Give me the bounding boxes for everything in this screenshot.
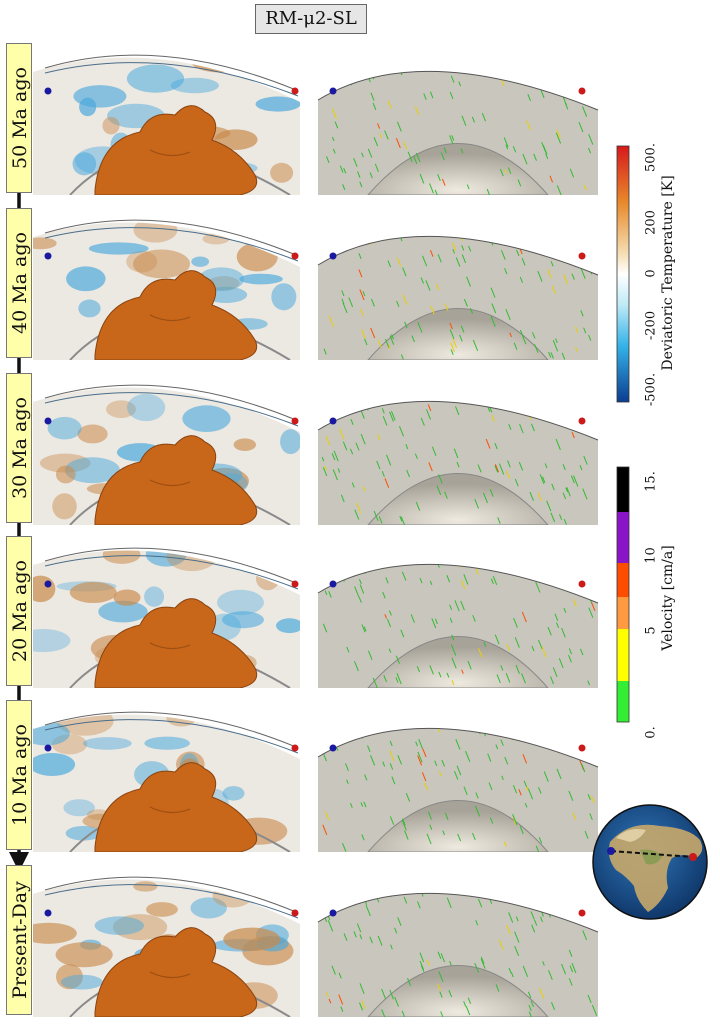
figure-title: RM-μ2-SL bbox=[255, 4, 367, 34]
velocity-panel bbox=[317, 400, 599, 525]
left-endpoint-marker bbox=[329, 744, 337, 752]
right-endpoint-marker bbox=[291, 909, 299, 917]
right-endpoint-marker bbox=[291, 252, 299, 260]
left-endpoint-marker bbox=[44, 417, 52, 425]
velocity-tick: 5 bbox=[643, 626, 659, 635]
velocity-panel bbox=[317, 563, 599, 688]
right-endpoint-marker bbox=[578, 744, 586, 752]
velocity-tick: 15. bbox=[643, 471, 659, 492]
velocity-tick: 0. bbox=[643, 726, 659, 739]
temperature-tick: -200 bbox=[643, 310, 659, 341]
time-label: 40 Ma ago bbox=[6, 208, 32, 358]
velocity-colorbar bbox=[616, 466, 630, 723]
right-endpoint-marker bbox=[578, 87, 586, 95]
time-label: 50 Ma ago bbox=[6, 43, 32, 193]
temperature-tick: 0 bbox=[643, 269, 659, 278]
left-endpoint-marker bbox=[329, 580, 337, 588]
time-label: 10 Ma ago bbox=[6, 700, 32, 850]
right-endpoint-marker bbox=[291, 580, 299, 588]
left-endpoint-marker bbox=[44, 580, 52, 588]
right-endpoint-marker bbox=[291, 417, 299, 425]
right-endpoint-marker bbox=[578, 252, 586, 260]
velocity-tick: 10 bbox=[643, 547, 659, 564]
left-endpoint-marker bbox=[329, 417, 337, 425]
left-endpoint-marker bbox=[44, 252, 52, 260]
temperature-tick: 500. bbox=[643, 143, 659, 172]
left-endpoint-marker bbox=[329, 87, 337, 95]
time-label: 30 Ma ago bbox=[6, 373, 32, 523]
globe-inset bbox=[592, 804, 708, 920]
temperature-panel bbox=[33, 876, 300, 1017]
right-endpoint-marker bbox=[578, 417, 586, 425]
temperature-panel bbox=[33, 384, 300, 525]
left-endpoint-marker bbox=[329, 252, 337, 260]
right-endpoint-marker bbox=[291, 744, 299, 752]
velocity-panel bbox=[317, 892, 599, 1017]
temperature-panel bbox=[33, 711, 300, 852]
time-label: Present-Day bbox=[6, 865, 32, 1015]
velocity-panel bbox=[317, 235, 599, 360]
temperature-panel bbox=[33, 547, 300, 688]
left-endpoint-marker bbox=[44, 87, 52, 95]
velocity-panel bbox=[317, 727, 599, 852]
temperature-colorbar-label: Deviatoric Temperature [K] bbox=[660, 175, 676, 371]
temperature-panel bbox=[33, 219, 300, 360]
left-endpoint-marker bbox=[329, 909, 337, 917]
velocity-panel bbox=[317, 70, 599, 195]
left-endpoint-marker bbox=[44, 909, 52, 917]
right-endpoint-marker bbox=[578, 909, 586, 917]
left-endpoint-marker bbox=[44, 744, 52, 752]
time-label: 20 Ma ago bbox=[6, 536, 32, 686]
right-endpoint-marker bbox=[578, 580, 586, 588]
right-endpoint-marker bbox=[291, 87, 299, 95]
temperature-panel bbox=[33, 54, 300, 195]
velocity-colorbar-label: Velocity [cm/a] bbox=[660, 545, 676, 651]
temperature-colorbar bbox=[616, 145, 630, 403]
temperature-tick: -500. bbox=[643, 372, 659, 407]
